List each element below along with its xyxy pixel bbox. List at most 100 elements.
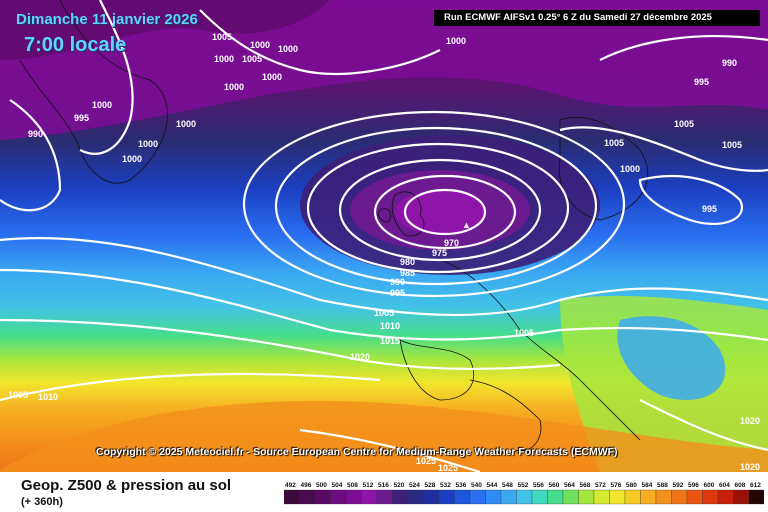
legend-swatch [733,489,750,505]
isobar-label: 1000 [122,154,142,164]
legend-swatch [314,489,331,505]
legend-swatch [438,489,455,505]
isobar-label: 1020 [740,462,760,472]
isobar-label: 1005 [514,328,534,338]
isobar-label: 1005 [604,138,624,148]
legend-swatch [299,489,316,505]
legend-swatch [345,489,362,505]
legend-swatch [686,489,703,505]
legend-swatch [717,489,734,505]
map-canvas: ▲ 1005 1000 1000 1005 1000 1000 1000 100… [0,0,768,472]
isobar-label: 995 [694,77,709,87]
legend-label: 560 [549,482,560,489]
chart-title: Geop. Z500 & pression au sol [21,477,232,494]
legend-label: 580 [626,482,637,489]
isobar-label: 1005 [242,54,262,64]
legend-swatch [562,489,579,505]
legend-swatch [609,489,626,505]
legend-swatch [671,489,688,505]
copyright-notice: Copyright © 2025 Meteociel.fr - Source E… [96,446,618,458]
legend-label: 612 [750,482,761,489]
legend-label: 548 [502,482,513,489]
forecast-date: Dimanche 11 janvier 2026 [16,11,198,28]
legend-label: 504 [332,482,343,489]
legend-label: 520 [394,482,405,489]
isobar-label: 1000 [262,72,282,82]
isobar-label: 1000 [214,54,234,64]
isobar-label: 1020 [740,416,760,426]
legend-label: 588 [657,482,668,489]
legend-swatch [624,489,641,505]
isobar-label: 1005 [374,308,394,318]
legend-swatch [469,489,486,505]
legend-swatch [454,489,471,505]
legend-label: 528 [425,482,436,489]
legend-label: 596 [688,482,699,489]
legend-label: 500 [316,482,327,489]
legend-swatch [392,489,409,505]
legend-swatch [423,489,440,505]
isobar-label: 1005 [8,390,28,400]
legend-swatch [361,489,378,505]
isobar-label: 1010 [380,321,400,331]
isobar-label: 995 [390,288,405,298]
isobar-label: 970 [444,238,459,248]
isobar-label: 1005 [722,140,742,150]
isobar-label: 1000 [620,164,640,174]
isobar-label: 995 [74,113,89,123]
legend-label: 564 [564,482,575,489]
legend-label: 552 [518,482,529,489]
isobar-label: 1005 [674,119,694,129]
legend-swatch [593,489,610,505]
isobar-label: 1000 [278,44,298,54]
isobar-label: 1025 [416,456,436,466]
legend-swatch [578,489,595,505]
legend-swatch [284,489,300,505]
legend-label: 512 [363,482,374,489]
legend-swatch [330,489,347,505]
low-center-zone [395,190,485,234]
legend-swatch [702,489,719,505]
legend-label: 568 [580,482,591,489]
isobar-label: 1000 [224,82,244,92]
isobar-label: 990 [722,58,737,68]
low-marker: ▲ [462,220,471,230]
isobar-label: 1015 [380,336,400,346]
legend-swatch [547,489,564,505]
legend-swatch [748,489,764,505]
isobar-label: 1020 [350,352,370,362]
isobar-label: 1000 [138,139,158,149]
legend-label: 572 [595,482,606,489]
legend-swatch [640,489,657,505]
isobar-label: 1010 [38,392,58,402]
deep-purple-zone [0,0,330,60]
forecast-map: ▲ 1005 1000 1000 1005 1000 1000 1000 100… [0,0,768,472]
legend-swatch [500,489,517,505]
east-blue-zone [617,316,726,400]
legend-label: 532 [440,482,451,489]
legend-label: 544 [487,482,498,489]
isobar-labels: 1005 1000 1000 1005 1000 1000 1000 1000 … [8,32,760,472]
run-info: Run ECMWF AIFSv1 0.25° 6 Z du Samedi 27 … [434,10,760,26]
legend-swatch [655,489,672,505]
isobar-lines [0,0,768,472]
legend-label: 592 [673,482,684,489]
isobar-label: 1005 [212,32,232,42]
legend-label: 492 [285,482,296,489]
legend-label: 608 [735,482,746,489]
isobar-label: 980 [400,257,415,267]
legend-swatch [376,489,393,505]
legend-label: 584 [642,482,653,489]
legend-label: 516 [378,482,389,489]
legend-swatch [531,489,548,505]
legend-swatch [407,489,424,505]
footer: Geop. Z500 & pression au sol (+ 360h) 49… [0,472,768,512]
low-height-zone [0,0,768,140]
isobar-label: 975 [432,248,447,258]
legend-label: 508 [347,482,358,489]
isobar-label: 1025 [438,463,458,472]
isobar-label: 995 [702,204,717,214]
legend-label: 540 [471,482,482,489]
color-legend: 492 496 500 504 508 512 516 520 524 528 532 536 540 5… [284,482,764,505]
